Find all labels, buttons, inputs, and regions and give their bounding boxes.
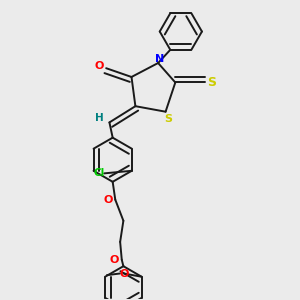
Text: O: O — [94, 61, 104, 71]
Text: Cl: Cl — [93, 168, 105, 178]
Text: O: O — [103, 195, 113, 205]
Text: N: N — [155, 54, 164, 64]
Text: O: O — [119, 268, 128, 278]
Text: O: O — [110, 255, 119, 265]
Text: H: H — [95, 113, 103, 123]
Text: S: S — [207, 76, 216, 89]
Text: S: S — [164, 114, 172, 124]
